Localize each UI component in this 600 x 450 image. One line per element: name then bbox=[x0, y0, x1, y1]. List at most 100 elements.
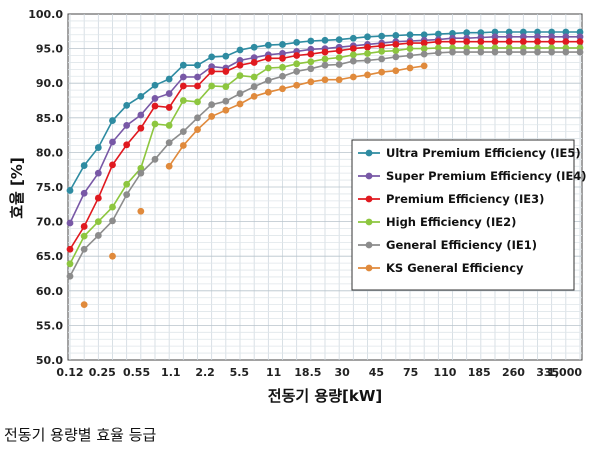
data-point bbox=[562, 48, 570, 56]
data-point bbox=[491, 33, 499, 41]
data-point bbox=[222, 83, 230, 91]
data-point bbox=[378, 42, 386, 50]
x-tick-label: 185 bbox=[468, 366, 491, 379]
legend-label: High Efficiency (IE2) bbox=[386, 215, 516, 229]
data-point bbox=[576, 28, 584, 36]
data-point bbox=[222, 97, 230, 105]
data-point bbox=[109, 138, 116, 146]
data-point bbox=[293, 38, 301, 46]
x-tick-label: 5.5 bbox=[230, 366, 250, 379]
data-point bbox=[364, 43, 371, 51]
data-point bbox=[123, 180, 131, 188]
y-tick-label: 60.0 bbox=[36, 285, 63, 298]
data-point bbox=[194, 114, 201, 122]
data-point bbox=[349, 57, 357, 65]
data-point bbox=[279, 54, 286, 62]
series-group-item bbox=[66, 38, 584, 253]
data-point bbox=[321, 36, 329, 44]
data-point bbox=[349, 45, 357, 52]
data-point bbox=[137, 124, 145, 132]
data-point bbox=[179, 82, 187, 90]
data-point bbox=[236, 90, 244, 97]
data-point bbox=[208, 68, 216, 75]
data-point bbox=[420, 39, 428, 47]
x-tick-label: 2.2 bbox=[195, 366, 215, 379]
legend-swatch-marker bbox=[365, 195, 373, 203]
data-point bbox=[307, 45, 315, 53]
data-point bbox=[236, 46, 244, 54]
x-tick-label: 0.25 bbox=[89, 366, 116, 379]
x-tick-label: 1,000 bbox=[547, 366, 582, 379]
data-point bbox=[321, 61, 329, 69]
data-point bbox=[519, 33, 527, 41]
series-group-item bbox=[80, 62, 428, 309]
data-point bbox=[534, 28, 541, 36]
data-point bbox=[406, 64, 414, 72]
data-point bbox=[335, 47, 343, 55]
data-point bbox=[151, 155, 159, 163]
data-point bbox=[137, 169, 145, 177]
data-point bbox=[236, 56, 244, 64]
data-point bbox=[434, 44, 442, 52]
data-point bbox=[208, 113, 216, 120]
y-tick-label: 50.0 bbox=[36, 354, 63, 367]
data-point bbox=[505, 48, 513, 56]
data-point bbox=[477, 38, 485, 46]
x-tick-label: 335 bbox=[536, 366, 559, 379]
legend-label: KS General Efficiency bbox=[386, 261, 524, 275]
legend-swatch-marker bbox=[365, 264, 373, 272]
data-point bbox=[66, 260, 74, 268]
data-point bbox=[307, 50, 315, 58]
data-point bbox=[123, 141, 131, 149]
data-point bbox=[321, 76, 329, 84]
data-point bbox=[109, 252, 116, 260]
data-point bbox=[264, 88, 272, 96]
data-point bbox=[378, 55, 386, 63]
data-point bbox=[449, 38, 456, 46]
data-point bbox=[264, 77, 272, 84]
data-point bbox=[222, 106, 230, 114]
data-point bbox=[505, 28, 513, 36]
data-point bbox=[94, 169, 102, 177]
data-point bbox=[94, 194, 102, 202]
data-point bbox=[151, 102, 159, 110]
data-point bbox=[293, 52, 301, 59]
data-point bbox=[349, 73, 357, 81]
data-point bbox=[66, 272, 74, 280]
data-point bbox=[194, 82, 201, 90]
data-point bbox=[165, 75, 173, 83]
x-tick-labels: 0.12 0.25 0.55 1.1 2.2 5.5 11 18.5 30 45 75 110 185 2… bbox=[56, 366, 582, 379]
y-tick-label: 65.0 bbox=[36, 250, 63, 263]
data-point bbox=[293, 81, 301, 89]
data-point bbox=[449, 48, 456, 56]
data-point bbox=[562, 28, 570, 36]
legend-swatch-marker bbox=[365, 218, 373, 226]
data-point bbox=[194, 73, 201, 81]
data-point bbox=[137, 207, 145, 215]
data-point bbox=[250, 54, 258, 61]
data-point bbox=[250, 92, 258, 100]
legend-label: Super Premium Efficiency (IE4) bbox=[386, 169, 587, 183]
data-point bbox=[279, 72, 286, 80]
data-point bbox=[307, 37, 315, 45]
data-point bbox=[392, 41, 400, 48]
y-tick-label: 75.0 bbox=[36, 181, 63, 194]
legend-swatch-marker bbox=[365, 149, 373, 157]
data-point bbox=[505, 38, 513, 46]
data-point bbox=[349, 51, 357, 59]
data-point bbox=[66, 187, 74, 194]
y-tick-label: 100.0 bbox=[28, 8, 63, 21]
y-tick-label: 55.0 bbox=[36, 319, 63, 332]
data-point bbox=[279, 85, 286, 93]
y-tick-label: 90.0 bbox=[36, 77, 63, 90]
data-point bbox=[123, 191, 131, 199]
data-point bbox=[165, 122, 173, 129]
y-tick-label: 80.0 bbox=[36, 146, 63, 159]
data-point bbox=[307, 58, 315, 66]
data-point bbox=[250, 73, 258, 81]
figure-caption: 전동기 용량별 효율 등급 bbox=[4, 426, 157, 444]
data-point bbox=[109, 217, 116, 225]
x-tick-label: 110 bbox=[433, 366, 456, 379]
data-point bbox=[321, 48, 329, 56]
data-point bbox=[392, 47, 400, 55]
